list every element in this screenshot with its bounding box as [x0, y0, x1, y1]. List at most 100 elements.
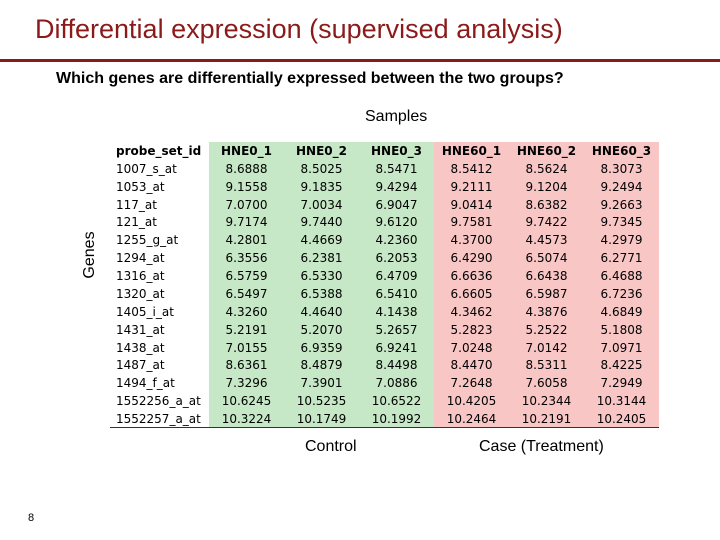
expression-value-cell: 6.5410: [359, 285, 434, 303]
expression-value-cell: 8.4879: [284, 356, 359, 375]
expression-value-cell: 9.7345: [584, 213, 659, 232]
expression-value-cell: 4.2801: [209, 231, 284, 250]
expression-value-cell: 5.1808: [584, 320, 659, 339]
table-row: 1487_at 8.6361 8.4879 8.4498 8.4470 8.5311 8.4…: [110, 356, 659, 375]
title-divider: [0, 59, 720, 62]
table-row: 1552257_a_at 10.3224 10.1749 10.1992 10.2464…: [110, 410, 659, 428]
expression-value-cell: 7.0971: [584, 338, 659, 357]
expression-value-cell: 7.6058: [509, 374, 584, 393]
expression-value-cell: 4.3700: [434, 231, 509, 250]
expression-value-cell: 8.5624: [509, 159, 584, 178]
expression-value-cell: 7.0700: [209, 195, 284, 214]
probe-id-cell: 1255_g_at: [110, 231, 209, 250]
column-header: HNE60_2: [509, 142, 584, 160]
expression-value-cell: 5.2823: [434, 320, 509, 339]
expression-value-cell: 8.6382: [509, 195, 584, 214]
expression-value-cell: 8.6888: [209, 159, 284, 178]
expression-value-cell: 4.3260: [209, 302, 284, 321]
expression-value-cell: 4.3876: [509, 302, 584, 321]
probe-id-cell: 117_at: [110, 195, 209, 214]
probe-id-cell: 1487_at: [110, 356, 209, 375]
expression-value-cell: 7.2949: [584, 374, 659, 393]
expression-value-cell: 8.5412: [434, 159, 509, 178]
table-header-row: probe_set_id HNE0_1 HNE0_2 HNE0_3 HNE60_1 HNE…: [110, 142, 659, 160]
column-header: HNE0_1: [209, 142, 284, 160]
expression-value-cell: 10.2344: [509, 392, 584, 411]
expression-value-cell: 5.2070: [284, 320, 359, 339]
expression-value-cell: 9.7174: [209, 213, 284, 232]
table-row: 1552256_a_at 10.6245 10.5235 10.6522 10.4205…: [110, 392, 659, 411]
expression-value-cell: 9.0414: [434, 195, 509, 214]
expression-value-cell: 6.6605: [434, 285, 509, 303]
table-row: 1320_at 6.5497 6.5388 6.5410 6.6605 6.5987 6.7…: [110, 285, 659, 303]
expression-value-cell: 6.4688: [584, 267, 659, 285]
column-header: HNE0_3: [359, 142, 434, 160]
expression-value-cell: 9.1204: [509, 177, 584, 196]
expression-value-cell: 9.1558: [209, 177, 284, 196]
probe-id-cell: 121_at: [110, 213, 209, 232]
expression-value-cell: 8.3073: [584, 159, 659, 178]
probe-id-cell: 1405_i_at: [110, 302, 209, 321]
expression-value-cell: 8.5311: [509, 356, 584, 375]
table-row: 1007_s_at 8.6888 8.5025 8.5471 8.5412 8.5624 8…: [110, 159, 659, 178]
expression-value-cell: 6.5497: [209, 285, 284, 303]
probe-id-cell: 1494_f_at: [110, 374, 209, 393]
expression-value-cell: 6.7236: [584, 285, 659, 303]
expression-value-cell: 10.1749: [284, 410, 359, 428]
table-row: 1494_f_at 7.3296 7.3901 7.0886 7.2648 7.6058 7…: [110, 374, 659, 393]
expression-value-cell: 4.4573: [509, 231, 584, 250]
control-group-label: Control: [305, 438, 357, 455]
expression-value-cell: 7.0886: [359, 374, 434, 393]
expression-value-cell: 8.4470: [434, 356, 509, 375]
expression-value-cell: 4.3462: [434, 302, 509, 321]
expression-value-cell: 8.4225: [584, 356, 659, 375]
slide-title: Differential expression (supervised anal…: [35, 14, 563, 44]
table-row: 1405_i_at 4.3260 4.4640 4.1438 4.3462 4.3876 4…: [110, 302, 659, 321]
expression-value-cell: 4.4669: [284, 231, 359, 250]
expression-value-cell: 8.6361: [209, 356, 284, 375]
expression-value-cell: 7.3296: [209, 374, 284, 393]
expression-value-cell: 10.6522: [359, 392, 434, 411]
expression-value-cell: 10.2191: [509, 410, 584, 428]
table-row: 1438_at 7.0155 6.9359 6.9241 7.0248 7.0142 7.0…: [110, 338, 659, 357]
expression-value-cell: 9.1835: [284, 177, 359, 196]
expression-value-cell: 9.2111: [434, 177, 509, 196]
expression-value-cell: 6.5074: [509, 249, 584, 268]
column-header: HNE0_2: [284, 142, 359, 160]
expression-value-cell: 6.9241: [359, 338, 434, 357]
probe-id-cell: 1552257_a_at: [110, 410, 209, 428]
expression-value-cell: 4.6849: [584, 302, 659, 321]
table-row: 1255_g_at 4.2801 4.4669 4.2360 4.3700 4.4573 4…: [110, 231, 659, 250]
slide-question: Which genes are differentially expressed…: [56, 70, 564, 87]
table-row: 1294_at 6.3556 6.2381 6.2053 6.4290 6.5074 6.2…: [110, 249, 659, 268]
expression-value-cell: 9.2663: [584, 195, 659, 214]
expression-value-cell: 9.7581: [434, 213, 509, 232]
expression-value-cell: 6.3556: [209, 249, 284, 268]
probe-id-cell: 1431_at: [110, 320, 209, 339]
expression-value-cell: 6.5759: [209, 267, 284, 285]
expression-value-cell: 8.5471: [359, 159, 434, 178]
expression-value-cell: 6.6636: [434, 267, 509, 285]
expression-value-cell: 10.2405: [584, 410, 659, 428]
expression-value-cell: 6.5388: [284, 285, 359, 303]
expression-value-cell: 9.7422: [509, 213, 584, 232]
expression-value-cell: 5.2191: [209, 320, 284, 339]
expression-value-cell: 4.2360: [359, 231, 434, 250]
expression-value-cell: 7.0034: [284, 195, 359, 214]
expression-value-cell: 8.5025: [284, 159, 359, 178]
table-row: 1316_at 6.5759 6.5330 6.4709 6.6636 6.6438 6.4…: [110, 267, 659, 285]
probe-id-cell: 1007_s_at: [110, 159, 209, 178]
expression-value-cell: 10.4205: [434, 392, 509, 411]
expression-value-cell: 6.2381: [284, 249, 359, 268]
expression-value-cell: 9.2494: [584, 177, 659, 196]
table-row: 1431_at 5.2191 5.2070 5.2657 5.2823 5.2522 5.1…: [110, 320, 659, 339]
expression-value-cell: 6.4290: [434, 249, 509, 268]
expression-value-cell: 10.1992: [359, 410, 434, 428]
expression-value-cell: 7.0142: [509, 338, 584, 357]
expression-value-cell: 10.3144: [584, 392, 659, 411]
expression-value-cell: 7.2648: [434, 374, 509, 393]
column-header: HNE60_1: [434, 142, 509, 160]
expression-value-cell: 6.4709: [359, 267, 434, 285]
table-bottom-border: [110, 427, 659, 428]
case-group-label: Case (Treatment): [479, 438, 604, 455]
